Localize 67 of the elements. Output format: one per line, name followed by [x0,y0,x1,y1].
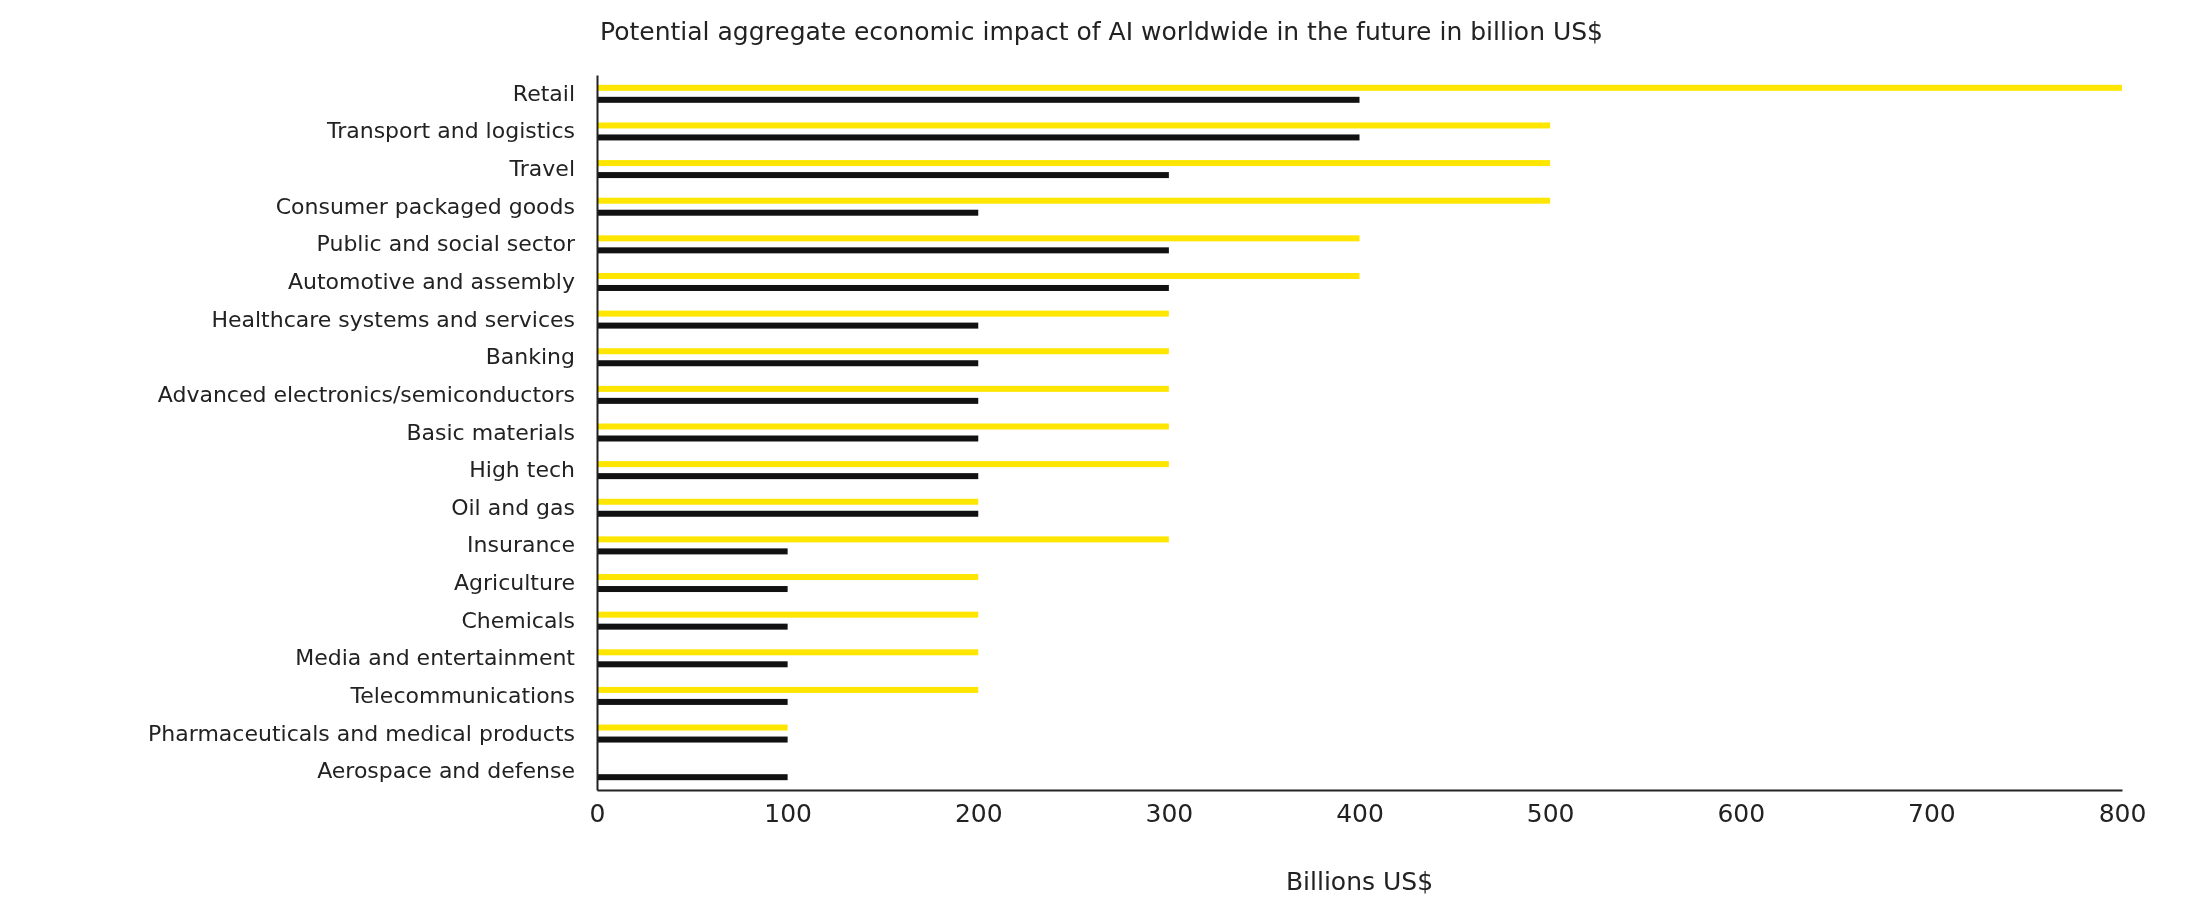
y-tick-label: Retail [512,80,575,106]
bar [597,574,979,581]
bar [597,247,1169,254]
y-tick-label: Pharmaceuticals and medical products [148,720,575,746]
x-tick-label: 300 [1145,798,1194,828]
bar [597,686,979,693]
bar [597,360,979,367]
bar [597,461,1169,468]
bar [597,310,1169,317]
bar [597,348,1169,355]
bar [597,510,979,517]
bar [597,698,788,705]
bar [597,235,1360,242]
bar [597,160,1551,167]
bar [597,272,1360,279]
bar [597,284,1169,291]
bar [597,548,788,555]
y-tick-label: Oil and gas [451,494,575,520]
bar [597,197,1551,204]
bar [597,122,1551,129]
y-tick-label: Insurance [467,532,575,558]
y-tick-label: Chemicals [461,607,575,633]
bar [597,736,788,743]
y-tick-label: Automotive and assembly [287,269,575,295]
y-tick-label: Healthcare systems and services [211,306,575,332]
y-tick-label: High tech [469,457,575,483]
bar [597,473,979,480]
bar [597,435,979,442]
bar [597,385,1169,392]
y-tick-label: Consumer packaged goods [275,193,575,219]
x-tick-label: 400 [1336,798,1384,828]
x-axis-title: Billions US$ [1285,867,1434,896]
x-tick-label: 700 [1908,798,1956,828]
bar [597,209,979,216]
bar [597,172,1169,179]
bar [597,322,979,329]
bar [597,661,788,668]
x-tick-label: 200 [954,798,1003,828]
y-tick-label: Public and social sector [316,231,576,257]
bar [597,536,1169,543]
bar [597,134,1360,141]
x-tick-label: 0 [589,798,606,828]
y-tick-label: Agriculture [454,570,575,596]
bar [597,774,788,781]
bar [597,611,979,618]
y-tick-label: Advanced electronics/semiconductors [157,381,575,407]
bar [597,649,979,656]
x-tick-label: 100 [764,798,812,828]
x-tick-label: 600 [1717,798,1766,828]
bar [597,423,1169,430]
bar [597,623,788,630]
bar [597,724,788,731]
bar [597,586,788,593]
y-tick-label: Banking [485,344,575,370]
bar [597,498,979,505]
bar [597,96,1360,103]
x-tick-label: 800 [2098,798,2147,828]
y-tick-label: Media and entertainment [295,645,576,671]
y-tick-label: Basic materials [406,419,575,445]
y-tick-label: Telecommunications [349,682,575,708]
chart-title: Potential aggregate economic impact of AI worldwide in the future in billion US$ [600,17,1603,46]
x-tick-label: 500 [1526,798,1575,828]
bar [597,397,979,404]
y-tick-label: Travel [508,156,575,182]
bar [597,84,2122,91]
y-tick-label: Transport and logistics [325,118,575,144]
y-tick-label: Aerospace and defense [317,758,575,784]
